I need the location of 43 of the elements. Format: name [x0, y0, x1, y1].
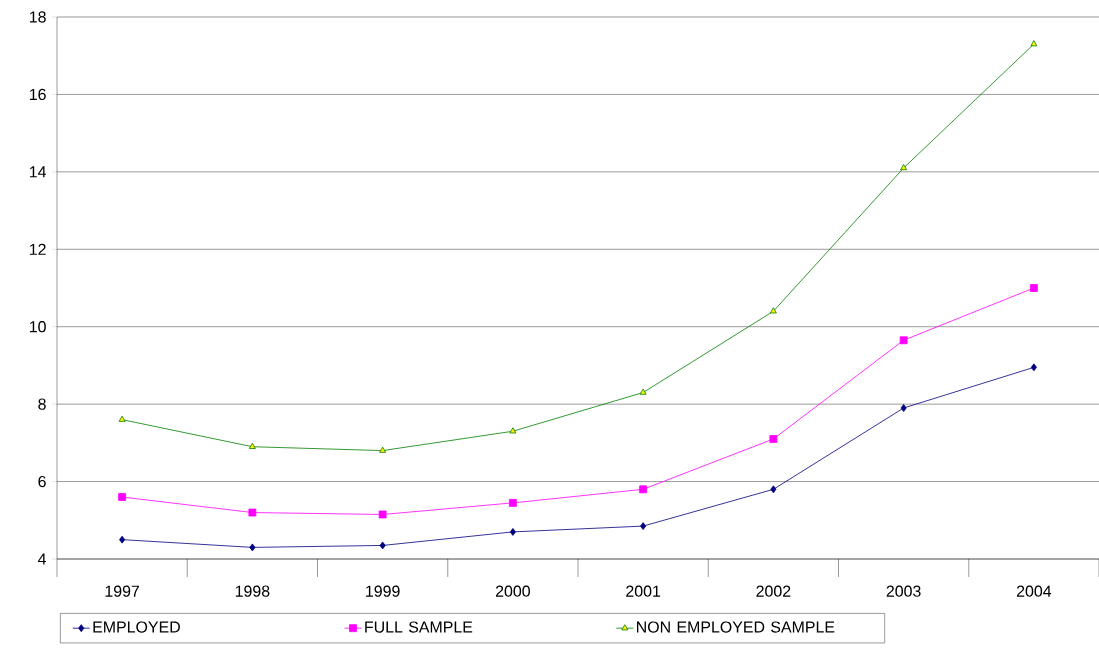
legend-label: EMPLOYED [93, 621, 180, 633]
point [249, 543, 256, 552]
point [119, 535, 126, 544]
x-tick-label: 1998 [235, 585, 270, 597]
point [899, 336, 908, 345]
point [248, 442, 256, 449]
legend-label: FULL SAMPLE [365, 621, 473, 633]
y-tick-label: 16 [29, 88, 46, 101]
y-tick-label: 12 [29, 243, 46, 255]
x-tick-label: 2004 [1016, 585, 1052, 597]
point [900, 404, 907, 412]
point [118, 493, 127, 501]
point [508, 498, 517, 507]
point [248, 508, 257, 517]
y-tick-label: 14 [29, 166, 47, 178]
x-tick-label: 2000 [495, 585, 530, 597]
point [1029, 284, 1038, 292]
x-tick-label: 1999 [366, 585, 400, 597]
point [509, 528, 516, 536]
x-tick-label: 2002 [756, 585, 791, 597]
point [900, 164, 908, 171]
x-tick-label: 1997 [105, 585, 140, 597]
point [1030, 363, 1037, 372]
point [1030, 40, 1038, 47]
x-tick-label: 2003 [886, 585, 921, 597]
point [118, 415, 126, 422]
y-tick-label: 4 [37, 553, 47, 565]
y-tick-label: 8 [38, 398, 46, 410]
x-tick-label: 2001 [626, 585, 661, 597]
point [639, 388, 647, 395]
y-tick-label: 18 [29, 11, 46, 23]
point [769, 435, 778, 443]
point [639, 485, 648, 494]
y-tick-label: 10 [29, 321, 46, 333]
point [769, 307, 777, 314]
point [378, 510, 387, 519]
point [770, 485, 777, 494]
point [379, 541, 386, 550]
legend-label: NON EMPLOYED SAMPLE [637, 621, 835, 633]
point [379, 446, 387, 453]
point [640, 522, 647, 530]
point [509, 427, 517, 434]
y-tick-label: 6 [38, 475, 46, 488]
